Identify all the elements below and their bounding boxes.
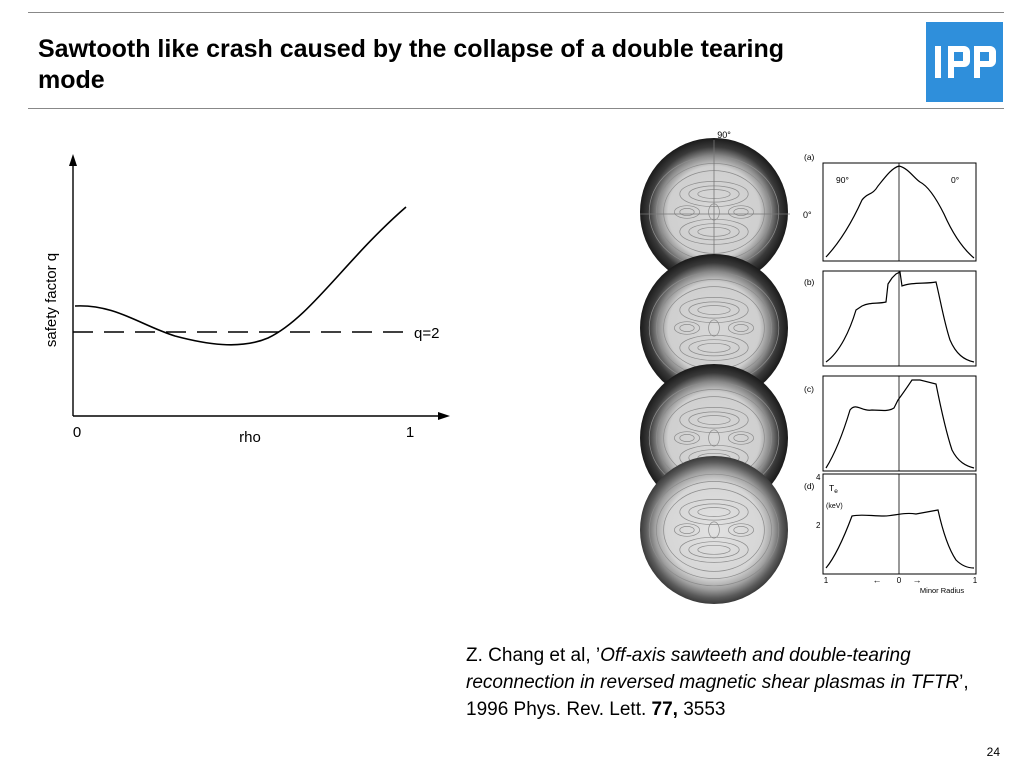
profile-curve-b [825,271,975,363]
panel-label-a: (a) [804,152,815,162]
contour-disc-b [640,254,788,402]
top-angle-label: 90° [717,130,731,140]
minor-radius-label: Minor Radius [920,586,964,595]
y-tick-2: 2 [816,521,821,530]
profile-curve-c [825,379,975,469]
profile-label-90: 90° [836,175,849,185]
panel-label-b: (b) [804,277,815,287]
citation-pages: 3553 [677,699,726,720]
x-tick-0: 0 [73,424,81,441]
slide-title: Sawtooth like crash caused by the collap… [38,35,785,94]
q-profile-curve [74,206,407,346]
reference-citation: Z. Chang et al, ’Off-axis sawteeth and d… [466,642,986,723]
te-unit: (keV) [826,503,843,510]
panel-label-c: (c) [804,384,814,394]
x-axis-label: rho [239,429,261,446]
side-angle-label: 0° [803,210,812,220]
left-arrow: ← [873,575,882,585]
profile-box-c [822,375,977,472]
ipp-logo-mark [935,46,996,78]
profile-box-a [822,162,977,262]
ipp-logo [926,22,1003,102]
te-symbol: Te [829,483,838,495]
header-rule [28,108,1004,109]
y-axis-label: safety factor q [43,253,60,347]
citation-journal: ’, 1996 Phys. Rev. Lett. [466,672,969,720]
top-rule [28,12,1004,13]
x-tick-right-1: 1 [973,576,978,585]
page-number: 24 [986,745,1000,759]
profile-curve-d [825,509,975,569]
panel-label-d: (d) [804,481,815,491]
y-axis-arrow [69,154,77,166]
x-tick-left-1: 1 [824,576,829,585]
citation-volume: 77, [651,699,678,720]
x-tick-1: 1 [406,424,414,441]
citation-title: Off-axis sawteeth and double-tearing rec… [466,645,960,693]
profile-box-b [822,270,977,367]
right-arrow: → [913,575,922,585]
profile-label-0: 0° [951,175,959,185]
profile-box-d [822,473,977,575]
x-axis-arrow [438,412,450,420]
profile-curve-a [825,165,975,259]
q2-label: q=2 [414,325,439,342]
y-tick-4: 4 [816,473,821,482]
contour-disc-d [640,456,788,604]
citation-prefix: Z. Chang et al, ’ [466,645,601,666]
x-tick-center-0: 0 [897,576,902,585]
